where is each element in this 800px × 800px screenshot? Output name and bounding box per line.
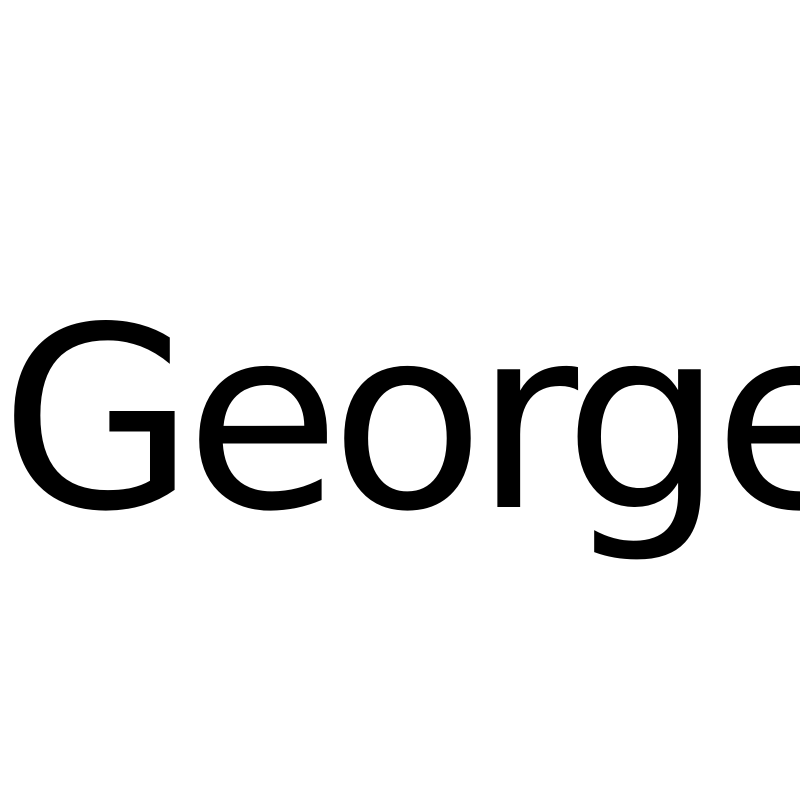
word-text: George [0, 274, 800, 567]
